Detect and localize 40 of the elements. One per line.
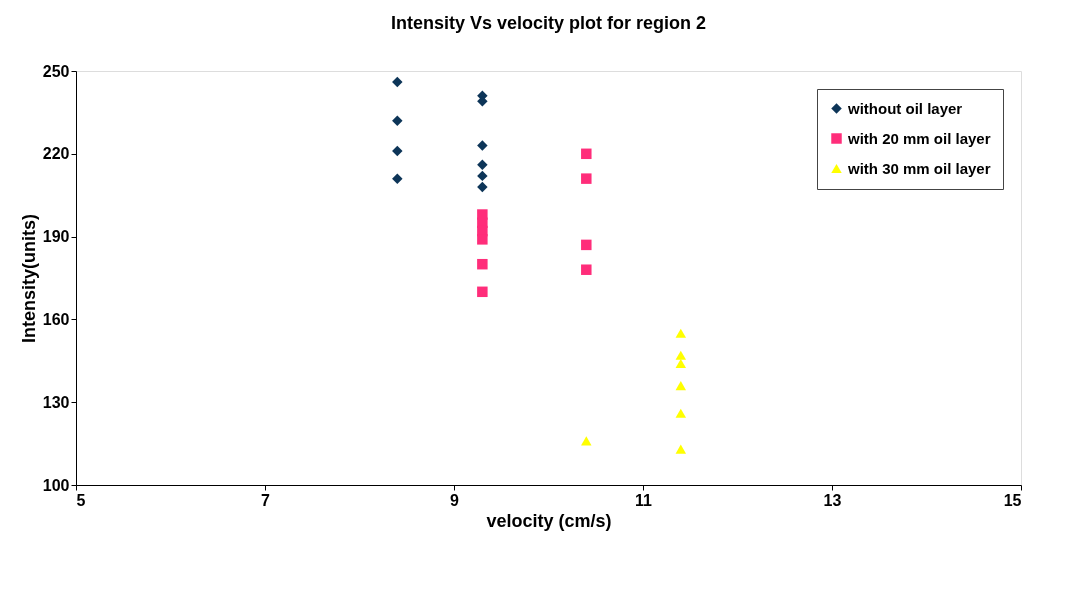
point	[477, 140, 488, 151]
x-tick-label: 11	[635, 491, 653, 509]
legend-label: with 30 mm oil layer	[847, 159, 991, 177]
y-tick-label: 160	[42, 310, 70, 328]
point	[581, 173, 592, 184]
point	[675, 328, 687, 338]
point	[581, 436, 592, 446]
point	[581, 239, 592, 251]
point	[477, 170, 488, 182]
point	[675, 444, 687, 454]
point	[675, 381, 687, 391]
y-tick-label: 100	[42, 476, 70, 494]
y-axis-title: Intensity(units)	[18, 214, 39, 343]
point	[675, 359, 687, 369]
point	[675, 408, 687, 418]
point	[392, 115, 403, 126]
point	[477, 258, 488, 270]
y-tick-label: 220	[42, 145, 70, 163]
y-tick-label: 250	[42, 62, 70, 80]
legend-label: with 20 mm oil layer	[847, 129, 991, 147]
y-tick-label: 130	[42, 393, 70, 411]
point	[581, 148, 592, 160]
point	[392, 145, 403, 157]
x-tick-label: 7	[261, 491, 271, 509]
x-tick-label: 13	[823, 491, 842, 509]
y-tick-label: 190	[42, 228, 70, 246]
x-axis-title: velocity (cm/s)	[486, 510, 612, 531]
point	[477, 159, 488, 171]
x-tick-label: 5	[76, 491, 86, 509]
point	[477, 234, 488, 245]
point	[581, 264, 592, 275]
chart-title: Intensity Vs velocity plot for region 2	[390, 13, 707, 33]
legend-label: without oil layer	[847, 99, 963, 117]
point	[675, 350, 687, 360]
point	[477, 286, 488, 298]
point	[392, 76, 403, 88]
point	[392, 173, 403, 184]
x-tick-label: 9	[450, 491, 460, 509]
x-tick-label: 15	[1003, 491, 1022, 509]
point	[477, 181, 488, 193]
